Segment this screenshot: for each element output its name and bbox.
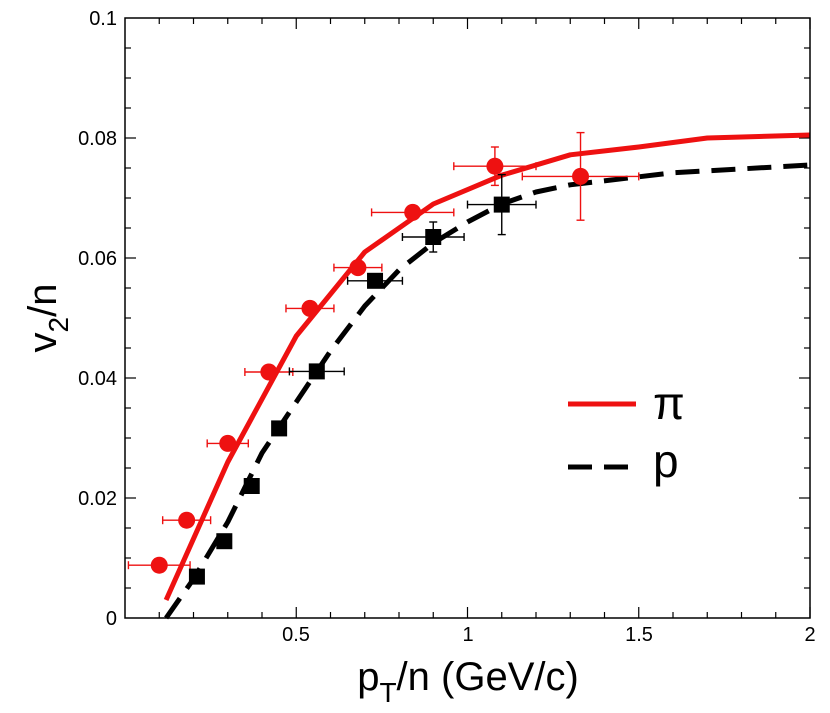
x-axis-title-rest: /n (GeV/c): [397, 655, 579, 699]
x-tick-label-0: 0.5: [282, 624, 310, 646]
p-data-point: [425, 229, 442, 245]
y-tick-label-2: 0.04: [78, 368, 117, 390]
y-tick-label-0: 0: [106, 608, 117, 630]
plot-frame: [124, 17, 811, 619]
legend: π p: [568, 377, 685, 487]
x-axis-title-main: p: [357, 655, 379, 699]
y-tick-label-5: 0.1: [89, 8, 117, 30]
pi-data-point: [404, 203, 422, 221]
y-tick-label-1: 0.02: [78, 488, 117, 510]
y-axis-title-rest: /n: [21, 284, 65, 317]
p-data-point: [243, 478, 260, 494]
markers-layer: [150, 157, 590, 585]
y-tick-label-4: 0.08: [78, 128, 117, 150]
y-axis-title: v2/n: [21, 284, 74, 353]
p-data-point: [308, 363, 325, 380]
p-data-point: [188, 568, 205, 585]
curve-pi: [163, 132, 811, 602]
y-tick-label-3: 0.06: [78, 248, 117, 270]
pi-data-point: [572, 167, 590, 185]
pi-data-point: [486, 157, 504, 175]
y-axis-title-sub: 2: [43, 317, 74, 333]
pi-data-point: [150, 556, 168, 574]
pi-data-point: [219, 434, 237, 452]
x-tick-label-3: 2: [804, 624, 815, 646]
x-tick-label-2: 1.5: [625, 624, 653, 646]
ticks-layer: [125, 18, 811, 618]
p-data-point: [216, 533, 233, 550]
p-data-point: [271, 420, 288, 437]
pi-data-point: [301, 299, 319, 317]
legend-label-p: p: [653, 435, 679, 487]
legend-label-pi: π: [653, 377, 685, 429]
pi-data-point: [178, 511, 196, 529]
pi-data-point: [349, 259, 367, 277]
p-data-point: [493, 196, 510, 213]
p-data-point: [367, 272, 384, 289]
pi-data-point: [260, 363, 278, 381]
x-tick-label-1: 1: [462, 624, 473, 646]
y-axis-title-main: v: [21, 332, 65, 352]
x-axis-title-sub: T: [379, 677, 396, 708]
x-axis-title: pT/n (GeV/c): [357, 655, 579, 708]
